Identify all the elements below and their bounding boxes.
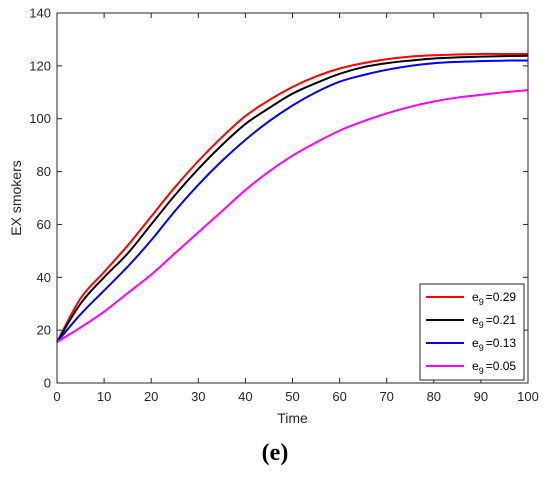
series-line-3 <box>56 59 529 343</box>
x-tick-label: 0 <box>53 389 60 404</box>
x-tick-label: 40 <box>238 389 252 404</box>
series-line-4 <box>56 89 529 343</box>
y-tick-label: 100 <box>29 111 51 126</box>
x-tick-label: 100 <box>517 389 539 404</box>
y-axis-label: EX smokers <box>8 160 24 235</box>
legend-entry-2: e9 =0.21 <box>472 313 516 330</box>
x-tick-label: 20 <box>144 389 158 404</box>
ticks-layer: 0 10 20 30 40 50 60 70 80 90 100 0 20 40 60 80 100 120 140 <box>29 6 539 405</box>
series-line-2 <box>56 54 529 343</box>
series-line-1 <box>56 52 528 343</box>
x-tick-label: 10 <box>97 389 111 404</box>
y-tick-label: 140 <box>29 6 51 21</box>
legend-base: e <box>472 336 479 350</box>
panel-label-text: (e) <box>261 440 289 466</box>
y-tick-label: 0 <box>44 376 51 391</box>
panel-label: (e) <box>0 440 550 467</box>
legend-subscript: 9 <box>479 366 484 376</box>
legend-subscript: 9 <box>479 320 484 330</box>
legend-entry-3: e9 =0.13 <box>472 336 516 353</box>
legend-base: e <box>472 359 479 373</box>
y-tick-label: 40 <box>37 270 51 285</box>
x-tick-label: 30 <box>191 389 205 404</box>
legend-base: e <box>472 290 479 304</box>
legend-subscript: 9 <box>479 343 484 353</box>
legend-value: =0.21 <box>486 313 517 327</box>
y-tick-label: 20 <box>37 323 51 338</box>
legend-box <box>419 283 525 381</box>
legend-value: =0.13 <box>486 336 517 350</box>
x-tick-label: 80 <box>427 389 441 404</box>
x-tick-label: 90 <box>474 389 488 404</box>
legend-base: e <box>472 313 479 327</box>
x-tick-label: 60 <box>332 389 346 404</box>
series-layer <box>56 52 529 343</box>
legend-subscript: 9 <box>479 297 484 307</box>
legend-value: =0.05 <box>486 359 517 373</box>
line-chart: 0 10 20 30 40 50 60 70 80 90 100 0 20 40 60 80 100 120 140… <box>8 6 539 427</box>
legend-entry-1: e9 =0.29 <box>472 290 516 307</box>
y-tick-label: 120 <box>29 58 51 73</box>
legend-entry-4: e9 =0.05 <box>472 359 516 376</box>
x-tick-label: 70 <box>379 389 393 404</box>
y-tick-label: 60 <box>37 217 51 232</box>
y-tick-label: 80 <box>37 164 51 179</box>
legend-value: =0.29 <box>486 290 517 304</box>
x-tick-label: 50 <box>285 389 299 404</box>
x-axis-label: Time <box>277 410 308 426</box>
